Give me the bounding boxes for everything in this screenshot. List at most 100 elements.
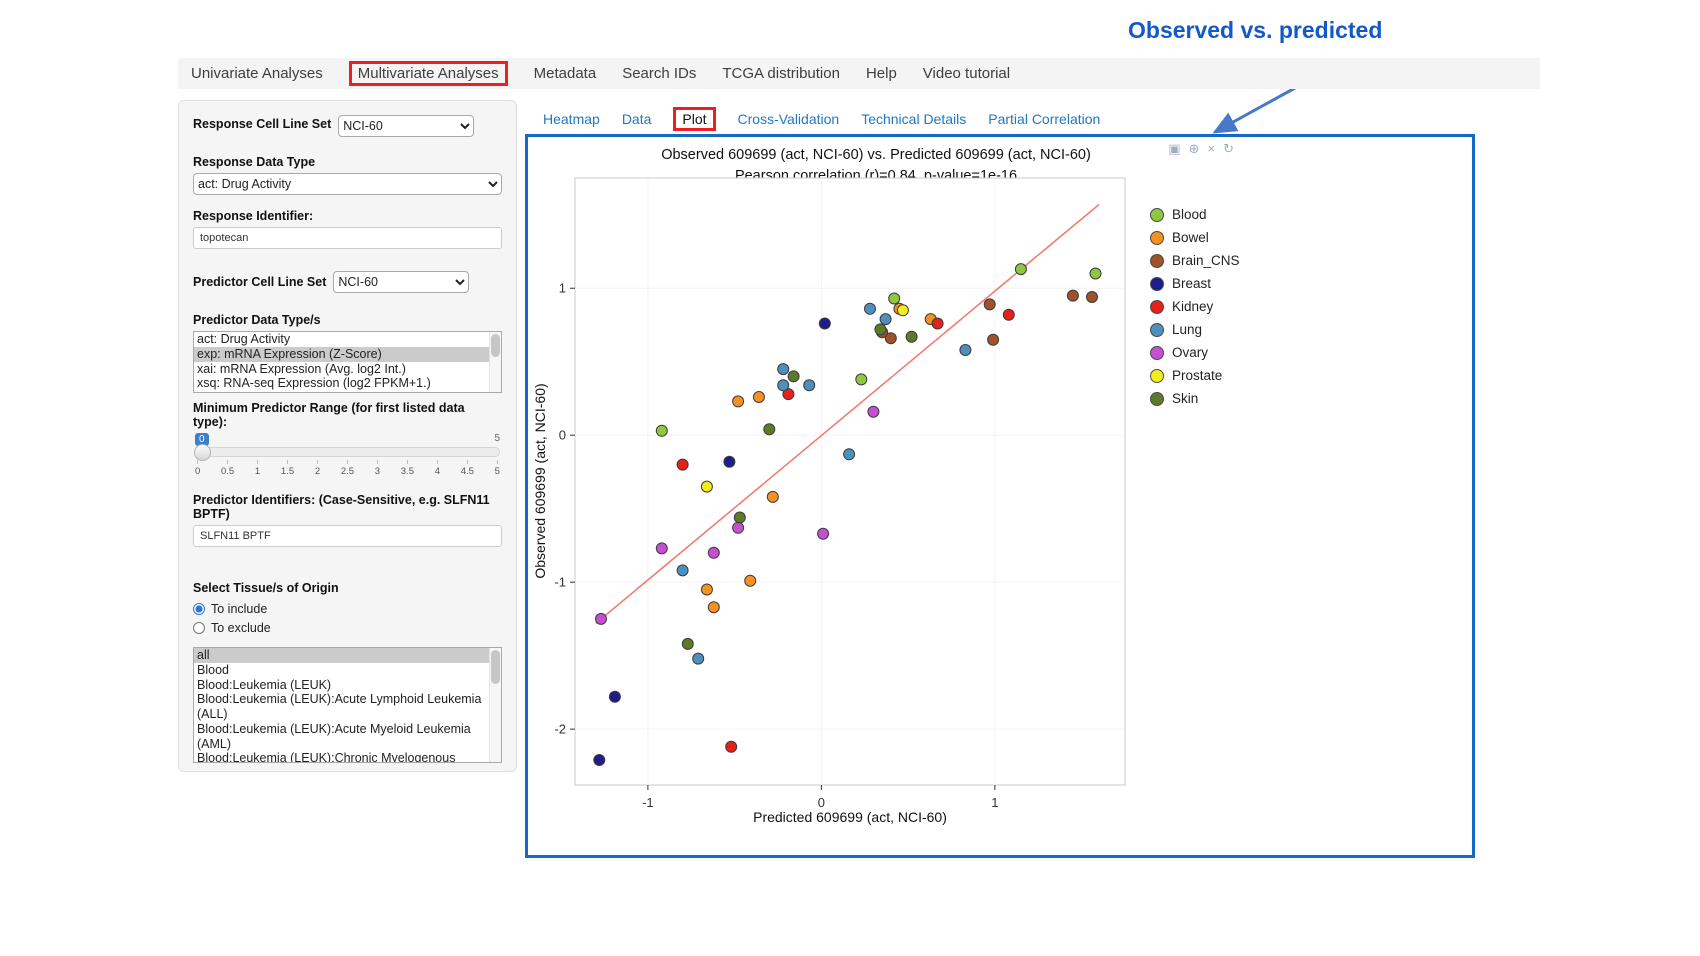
slider-handle[interactable] — [194, 444, 211, 461]
legend-item-brain-cns[interactable]: Brain_CNS — [1150, 249, 1240, 272]
annotation-line1: Observed vs. predicted — [1128, 17, 1383, 43]
data-point-lung — [959, 344, 972, 356]
legend-dot-icon — [1150, 322, 1164, 337]
data-point-ovary — [707, 546, 720, 559]
legend-dot-icon — [1150, 299, 1164, 314]
y-axis-label: Observed 609699 (act, NCI-60) — [532, 383, 548, 578]
tab-data[interactable]: Data — [621, 111, 652, 127]
list-option-blood-leukemia-leuk-acute-myeloid-leukem[interactable]: Blood:Leukemia (LEUK):Acute Myeloid Leuk… — [197, 721, 471, 751]
exclude-radio[interactable] — [193, 622, 205, 634]
slider-tick-2: 2 — [315, 460, 320, 477]
zoom-in-icon[interactable]: ⊕ — [1188, 141, 1200, 156]
list-option-all[interactable]: all — [194, 648, 489, 663]
data-point-brain-cns — [983, 298, 996, 311]
legend-dot-icon — [1150, 207, 1164, 222]
response-data-type-select[interactable]: act: Drug Activity — [193, 173, 502, 195]
data-point-lung — [692, 652, 705, 665]
include-radio[interactable] — [193, 603, 205, 615]
close-icon[interactable]: × — [1207, 141, 1216, 156]
data-point-brain-cns — [884, 332, 897, 345]
scrollbar-thumb[interactable] — [491, 334, 500, 357]
scrollbar-thumb[interactable] — [491, 650, 500, 685]
legend-label: Bowel — [1172, 230, 1209, 245]
sidebar-panel: Response Cell Line Set NCI-60 Response D… — [178, 100, 517, 772]
tissue-include-option[interactable]: To include — [193, 602, 502, 616]
legend-label: Prostate — [1172, 368, 1223, 383]
data-point-kidney — [931, 317, 944, 330]
nav-item-multivariate-analyses[interactable]: Multivariate Analyses — [348, 61, 508, 86]
predictor-data-types-listbox[interactable]: act: Drug Activity exp: mRNA Expression (… — [193, 331, 502, 393]
data-point-skin — [905, 330, 918, 343]
slider-tick-4: 4 — [435, 460, 440, 477]
data-point-skin — [787, 370, 800, 383]
legend-item-blood[interactable]: Blood — [1150, 203, 1240, 226]
list-option-blood-leukemia-leuk-acute-lymphoid-leuke[interactable]: Blood:Leukemia (LEUK):Acute Lymphoid Leu… — [197, 692, 482, 721]
list-option-xsq-rna-seq-expression-log2-fpkm-1[interactable]: xsq: RNA-seq Expression (log2 FPKM+1.) — [197, 376, 431, 391]
list-option-xai-mrna-expression-avg-log2-int[interactable]: xai: mRNA Expression (Avg. log2 Int.) — [197, 361, 406, 376]
data-point-kidney — [725, 740, 738, 753]
min-predictor-range-slider: 0 5 0 0.5 1 1.5 2 2.5 3 3.5 4 4.5 5 — [194, 433, 500, 477]
tissue-listbox[interactable]: all Blood Blood:Leukemia (LEUK) Blood:Leuke… — [193, 647, 502, 763]
nav-item-tcga-distribution[interactable]: TCGA distribution — [722, 65, 840, 82]
tissue-origin-label: Select Tissue/s of Origin — [193, 581, 339, 595]
data-point-bowel — [732, 395, 745, 408]
camera-icon[interactable]: ▣ — [1168, 141, 1181, 156]
legend-dot-icon — [1150, 253, 1164, 268]
legend-item-kidney[interactable]: Kidney — [1150, 295, 1240, 318]
legend-item-lung[interactable]: Lung — [1150, 318, 1240, 341]
legend-dot-icon — [1150, 391, 1164, 406]
predictor-identifiers-input[interactable] — [193, 525, 502, 547]
x-axis-label: Predicted 609699 (act, NCI-60) — [753, 809, 947, 825]
predictor-cell-line-set-select[interactable]: NCI-60 — [333, 271, 470, 293]
data-point-brain-cns — [987, 333, 1000, 346]
nav-item-search-ids[interactable]: Search IDs — [622, 65, 697, 82]
slider-tick-5: 5 — [495, 460, 500, 477]
tab-technical-details[interactable]: Technical Details — [861, 111, 967, 127]
data-point-blood — [888, 292, 901, 305]
tab-cross-validation[interactable]: Cross-Validation — [737, 111, 840, 127]
list-option-blood[interactable]: Blood — [197, 662, 229, 677]
legend-item-prostate[interactable]: Prostate — [1150, 364, 1240, 387]
y-tick-label: -1 — [554, 575, 566, 590]
slider-tick-1: 1 — [255, 460, 260, 477]
x-tick-label: 0 — [818, 795, 825, 810]
list-option-blood-leukemia-leuk[interactable]: Blood:Leukemia (LEUK) — [197, 677, 332, 692]
nav-item-metadata[interactable]: Metadata — [533, 65, 597, 82]
slider-track[interactable] — [194, 444, 500, 461]
response-data-type-label: Response Data Type — [193, 155, 316, 169]
legend-item-breast[interactable]: Breast — [1150, 272, 1240, 295]
response-cell-line-set-select[interactable]: NCI-60 — [338, 115, 475, 137]
list-option-act-drug-activity[interactable]: act: Drug Activity — [197, 332, 291, 346]
nav-item-help[interactable]: Help — [865, 65, 897, 82]
data-point-lung — [777, 379, 790, 392]
nav-item-univariate-analyses[interactable]: Univariate Analyses — [191, 65, 323, 82]
data-point-ovary — [732, 521, 745, 534]
legend-item-ovary[interactable]: Ovary — [1150, 341, 1240, 364]
nav-item-video-tutorial[interactable]: Video tutorial — [922, 65, 1011, 82]
slider-max-label: 5 — [494, 433, 500, 444]
list-option-blood-leukemia-leuk-chronic-myelogenous-[interactable]: Blood:Leukemia (LEUK):Chronic Myelogenou… — [197, 751, 456, 763]
slider-tick-0-5: 0.5 — [221, 460, 234, 477]
data-point-lung — [676, 564, 689, 577]
response-identifier-input[interactable] — [193, 227, 502, 249]
response-cell-line-set-label: Response Cell Line Set — [193, 117, 332, 131]
x-tick-label: 1 — [991, 795, 998, 810]
list-option-exp-mrna-expression-z-score[interactable]: exp: mRNA Expression (Z-Score) — [194, 346, 489, 362]
tissue-exclude-option[interactable]: To exclude — [193, 621, 502, 635]
reset-icon[interactable]: ↻ — [1223, 141, 1234, 156]
data-point-brain-cns — [1086, 291, 1098, 303]
tab-heatmap[interactable]: Heatmap — [543, 111, 600, 127]
tab-partial-correlation[interactable]: Partial Correlation — [988, 111, 1101, 127]
tab-plot[interactable]: Plot — [673, 107, 716, 131]
data-point-breast — [593, 754, 606, 766]
data-point-bowel — [700, 583, 713, 596]
x-tick-label: -1 — [642, 795, 654, 810]
data-point-bowel — [744, 574, 757, 587]
slider-value-badge: 0 — [195, 433, 209, 446]
data-point-blood — [655, 424, 668, 437]
legend-item-skin[interactable]: Skin — [1150, 387, 1240, 410]
legend-item-bowel[interactable]: Bowel — [1150, 226, 1240, 249]
plot-modebar: ▣ ⊕ × ↻ — [1168, 142, 1234, 156]
data-point-breast — [818, 317, 831, 330]
